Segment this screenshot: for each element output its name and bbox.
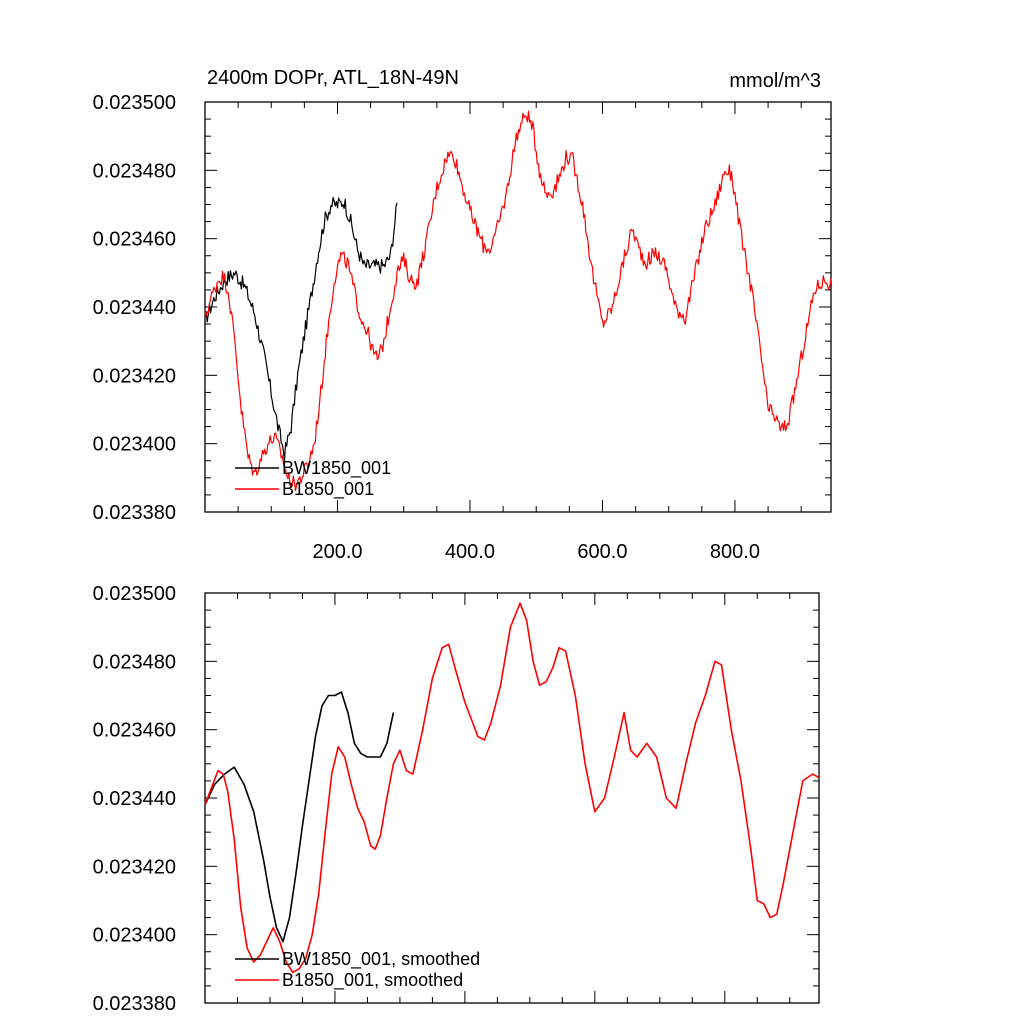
y-tick-label: 0.023380 xyxy=(93,502,176,524)
legend-label: B1850_001 xyxy=(282,479,374,500)
series-line-b1850 xyxy=(204,110,832,492)
y-tick-label: 0.023460 xyxy=(93,720,176,742)
bottom-panel-smoothed: 0.023380 0.023400 0.023420 0.023440 0.023460… xyxy=(93,583,820,1015)
y-tick-label: 0.023460 xyxy=(93,229,176,251)
y-tick-label: 0.023440 xyxy=(93,788,176,810)
legend-label: B1850_001, smoothed xyxy=(282,970,463,991)
y-tick-label: 0.023380 xyxy=(93,993,176,1015)
legend-label: BW1850_001 xyxy=(282,458,391,479)
y-tick-label: 0.023500 xyxy=(93,583,176,605)
plot-frame xyxy=(204,101,832,513)
series-line-b1850 xyxy=(204,602,820,974)
y-tick-label: 0.023480 xyxy=(93,651,176,673)
y-tick-label: 0.023400 xyxy=(93,925,176,947)
x-tick-label: 800.0 xyxy=(710,541,760,563)
chart-title: 2400m DOPr, ATL_18N-49N xyxy=(207,67,459,89)
x-tick-label: 200.0 xyxy=(312,541,362,563)
units-label: mmol/m^3 xyxy=(729,70,821,92)
x-tick-label: 600.0 xyxy=(577,541,627,563)
x-tick-label: 400.0 xyxy=(445,541,495,563)
y-tick-label: 0.023440 xyxy=(93,297,176,319)
series-line-bw1850 xyxy=(204,196,398,462)
top-panel-raw: 2400m DOPr, ATL_18N-49N mmol/m^3 0.023380 0… xyxy=(93,67,832,563)
y-tick-label: 0.023480 xyxy=(93,160,176,182)
y-tick-label: 0.023400 xyxy=(93,434,176,456)
plot-frame xyxy=(204,592,820,1004)
y-tick-label: 0.023500 xyxy=(93,92,176,114)
legend-label: BW1850_001, smoothed xyxy=(282,949,480,970)
series-line-bw1850 xyxy=(204,691,395,943)
y-tick-label: 0.023420 xyxy=(93,856,176,878)
y-tick-label: 0.023420 xyxy=(93,365,176,387)
